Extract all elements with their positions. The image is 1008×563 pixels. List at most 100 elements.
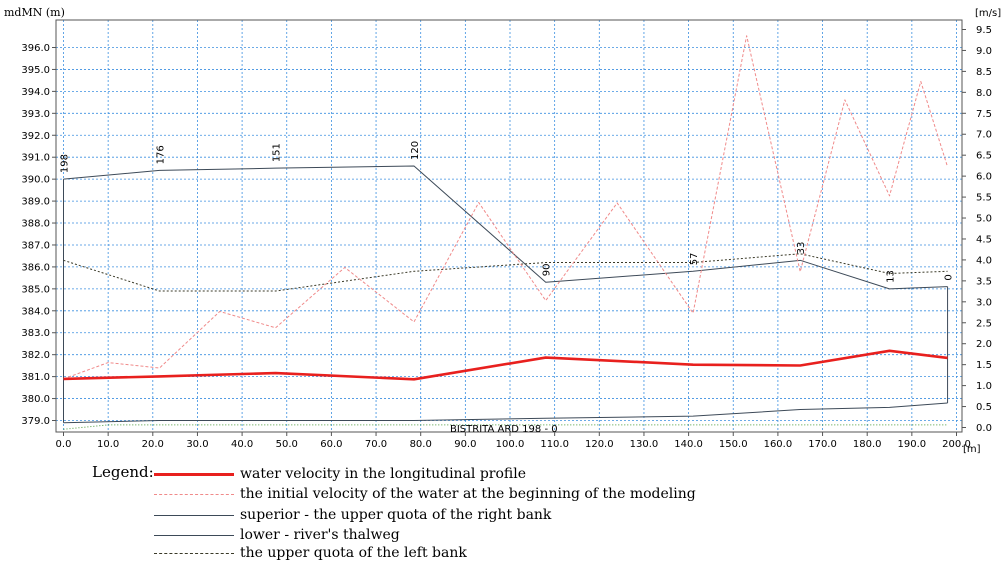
right-tick-label: 1.5 [976,360,992,371]
left-bank-line [63,253,948,292]
station-label: 151 [272,143,283,162]
left-axis-title: mdMN (m) [4,6,65,19]
right-axis-title: [m/s] [975,8,1001,19]
left-tick-label: 395.0 [21,65,50,76]
station-label: 90 [542,264,553,277]
station-labels: 198 176 151 120 90 57 33 13 0 [60,141,955,283]
x-tick-label: 80.0 [410,439,432,450]
legend-label: lower - river's thalweg [240,527,400,543]
right-tick-label: 3.5 [976,276,992,287]
x-tick-label: 50.0 [276,439,298,450]
legend-swatch-solid-gray [154,534,234,536]
x-tick-label: 110.0 [540,439,569,450]
right-tick-label: 8.0 [976,88,992,99]
station-label: 176 [155,145,166,164]
right-tick-label: 8.5 [976,67,992,78]
legend-label: water velocity in the longitudinal profi… [240,466,527,482]
x-tick-label: 30.0 [186,439,208,450]
station-label: 198 [60,154,71,173]
left-tick-label: 382.0 [21,350,50,361]
x-tick-label: 180.0 [853,439,882,450]
x-tick-label: 200.0 [942,439,971,450]
left-tick-label: 394.0 [21,87,50,98]
left-tick-label: 383.0 [21,328,50,339]
series-layer [63,35,949,430]
legend-swatch-dashed-pink [154,493,234,495]
left-tick-label: 388.0 [21,219,50,230]
legend-title: Legend: [92,463,154,481]
right-tick-label: 9.5 [976,25,992,36]
station-label: 13 [886,270,897,283]
x-tick-label: 90.0 [454,439,476,450]
left-tick-label: 384.0 [21,306,50,317]
right-bank-line [63,165,948,290]
water-velocity-line [63,349,948,381]
legend-swatch-solid-gray [154,514,234,516]
left-tick-label: 393.0 [21,109,50,120]
legend-swatch-dotted-dark [154,552,234,554]
x-tick-label: 140.0 [674,439,703,450]
x-tick-label: 60.0 [320,439,342,450]
profile-name: BISTRITA ARD 198 - 0 [450,424,558,435]
right-tick-label: 2.5 [976,318,992,329]
right-tick-label: 7.0 [976,130,992,141]
right-tick-label: 6.0 [976,172,992,183]
x-tick-label: 120.0 [585,439,614,450]
left-tick-label: 381.0 [21,372,50,383]
x-tick-label: 130.0 [630,439,659,450]
right-tick-label: 5.0 [976,214,992,225]
left-tick-label: 392.0 [21,131,50,142]
right-tick-label: 9.0 [976,46,992,57]
left-tick-label: 390.0 [21,175,50,186]
longitudinal-profile-chart: 0.0 10.0 20.0 30.0 40.0 50.0 60.0 70.0 80.0 90.0 1… [4,6,1001,455]
x-tick-label: 170.0 [808,439,837,450]
left-axis-ticks: 379.0 380.0 381.0 382.0 383.0 384.0 385.0 386.0… [21,43,56,427]
left-tick-label: 385.0 [21,284,50,295]
left-tick-label: 386.0 [21,262,50,273]
right-tick-label: 6.5 [976,151,992,162]
right-tick-label: 2.0 [976,339,992,350]
x-tick-label: 160.0 [764,439,793,450]
x-tick-label: 20.0 [142,439,164,450]
left-tick-label: 379.0 [21,416,50,427]
thalweg-line [63,402,948,424]
legend-swatch-thick-red [154,472,234,476]
right-tick-label: 0.5 [976,402,992,413]
plot-frame [55,19,963,433]
left-tick-label: 396.0 [21,43,50,54]
station-label: 120 [410,141,421,160]
x-axis-unit: [m] [963,444,981,455]
right-axis-ticks: 0.0 0.5 1.0 1.5 2.0 2.5 3.0 3.5 4.0 4.5 5.0 5.5 6.0 6… [962,25,992,434]
x-tick-label: 150.0 [719,439,748,450]
x-axis-ticks: 0.0 10.0 20.0 30.0 40.0 50.0 60.0 70.0 80.0 90.0 1… [56,432,971,450]
x-tick-label: 100.0 [496,439,525,450]
x-tick-label: 70.0 [365,439,387,450]
x-tick-label: 0.0 [56,439,72,450]
right-tick-label: 0.0 [976,423,992,434]
right-tick-label: 3.0 [976,297,992,308]
legend-item-thalweg: lower - river's thalweg [154,525,400,545]
initial-velocity-line [63,35,949,380]
legend-item-left-bank: the upper quota of the left bank [154,543,467,563]
station-label: 57 [689,253,700,266]
right-tick-label: 4.0 [976,255,992,266]
legend-label: the initial velocity of the water at the… [240,486,696,502]
right-tick-label: 5.5 [976,193,992,204]
legend-item-right-bank: superior - the upper quota of the right … [154,505,551,525]
x-tick-label: 10.0 [97,439,119,450]
right-tick-label: 4.5 [976,234,992,245]
left-tick-label: 387.0 [21,240,50,251]
right-tick-label: 7.5 [976,109,992,120]
x-tick-label: 190.0 [898,439,927,450]
left-tick-label: 389.0 [21,197,50,208]
chart-grid [56,20,962,432]
right-tick-label: 1.0 [976,381,992,392]
legend-label: superior - the upper quota of the right … [240,507,552,523]
legend-item-water-velocity: water velocity in the longitudinal profi… [154,464,526,484]
station-label: 0 [944,274,955,280]
legend-item-initial-velocity: the initial velocity of the water at the… [154,484,696,504]
x-tick-label: 40.0 [231,439,253,450]
legend-label: the upper quota of the left bank [240,545,467,561]
station-label: 33 [796,242,807,255]
left-tick-label: 391.0 [21,153,50,164]
